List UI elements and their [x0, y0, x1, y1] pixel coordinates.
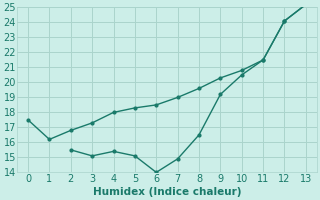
X-axis label: Humidex (Indice chaleur): Humidex (Indice chaleur)	[93, 187, 241, 197]
